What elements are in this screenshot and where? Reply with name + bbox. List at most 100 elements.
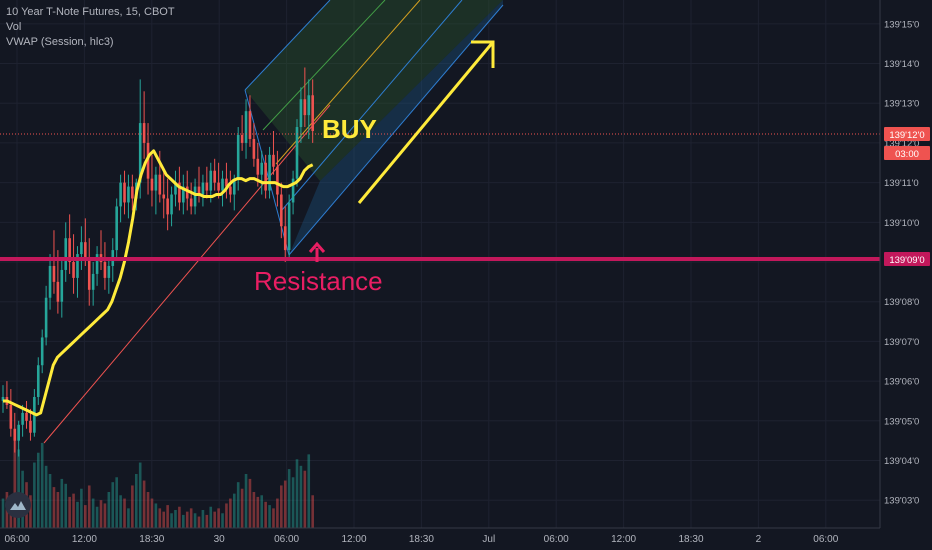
time-tick-label: 06:00 [4, 534, 29, 545]
volume-bar [80, 488, 83, 528]
volume-bar [60, 478, 64, 528]
volume-bar [146, 492, 150, 528]
candle-body [217, 182, 220, 191]
candle-body [138, 123, 142, 183]
candle-body [193, 186, 197, 207]
volume-bar [76, 501, 79, 528]
countdown-tag [884, 146, 930, 160]
volume-bar [17, 449, 20, 528]
time-tick-labels: 06:00 12:00 18:30 30 06:00 12:00 18:30 Jul 06:00… [4, 534, 838, 545]
resistance-price-value: 139'09'0 [889, 255, 924, 266]
buy-label: BUY [322, 114, 377, 144]
symbol-title[interactable]: 10 Year T-Note Futures, 15, CBOT [6, 6, 175, 18]
volume-bar [44, 465, 48, 528]
price-tick-label: 139'15'0 [884, 19, 919, 30]
candle-body [236, 134, 240, 179]
candle-body [17, 424, 20, 441]
time-tick-label: 30 [214, 534, 226, 545]
volume-bar [111, 482, 115, 528]
vwap-indicator-label[interactable]: VWAP (Session, hlc3) [6, 36, 114, 48]
volume-bar [248, 478, 252, 528]
volume-bar [166, 505, 169, 528]
time-tick-label: 12:00 [341, 534, 366, 545]
candle-body [252, 138, 256, 159]
volume-bar [295, 459, 299, 528]
volume-bar [268, 505, 271, 528]
volume-bar [178, 506, 181, 528]
candle-body [64, 238, 68, 270]
volume-bar [197, 516, 201, 528]
volume-bar [280, 485, 283, 528]
candle-body [52, 265, 56, 282]
candle-body [240, 134, 244, 143]
time-tick-label: 06:00 [813, 534, 838, 545]
channel-lower-line [288, 4, 504, 256]
volume-bar [91, 498, 95, 528]
volume-bar [252, 492, 256, 528]
tradingview-logo-icon[interactable] [5, 492, 31, 518]
volume-bar [95, 506, 99, 528]
current-price-value: 139'12'0 [889, 130, 924, 141]
candle-body [197, 186, 201, 195]
price-tick-label: 139'14'0 [884, 59, 919, 70]
time-tick-label: Jul [482, 534, 495, 545]
candle-body [221, 178, 224, 191]
candle-body [107, 265, 111, 278]
time-tick-label: 18:30 [139, 534, 164, 545]
resistance-label: Resistance [254, 266, 383, 296]
time-tick-label: 18:30 [678, 534, 703, 545]
volume-bar [311, 495, 314, 528]
channel-middle-line-2 [275, 0, 421, 165]
candle-body [178, 182, 181, 203]
candle-body [127, 186, 130, 203]
volume-bar [174, 510, 177, 528]
candle-body [280, 194, 283, 227]
volume-bar [99, 500, 103, 528]
candle-body [21, 412, 24, 425]
volume-bar [213, 511, 216, 528]
channel-middle-line-1 [262, 0, 386, 131]
candle-body [311, 95, 314, 132]
price-tick-labels: 139'15'0 139'14'0 139'13'0 139'12'0 139'11'0… [884, 19, 919, 506]
volume-bar [87, 485, 91, 528]
volume-bar [229, 498, 232, 528]
price-tick-label: 139'06'0 [884, 377, 919, 388]
volume-bar [232, 493, 236, 528]
volume-bar [240, 488, 244, 528]
volume-bar [134, 474, 138, 528]
candle-body [272, 154, 275, 167]
volume-bar [68, 496, 71, 528]
grid-lines [0, 0, 880, 528]
candle-body [84, 242, 87, 259]
candle-body [189, 198, 193, 207]
volume-bar [303, 470, 307, 528]
candles [1, 67, 314, 457]
volume-bar [221, 513, 224, 528]
candle-body [295, 127, 299, 179]
volume-bar [256, 496, 260, 528]
resistance-price-tag [884, 252, 930, 266]
price-tick-label: 139'05'0 [884, 416, 919, 427]
volume-bar [13, 438, 17, 528]
buy-arrow-head [471, 40, 495, 68]
time-tick-label: 12:00 [611, 534, 636, 545]
volume-bar [236, 482, 240, 528]
regression-channel[interactable] [43, 0, 504, 444]
price-tick-label: 139'07'0 [884, 337, 919, 348]
candle-body [264, 162, 267, 191]
price-tick-label: 139'03'0 [884, 496, 919, 507]
price-axis-background [880, 0, 932, 550]
candle-body [1, 396, 5, 401]
time-tick-label: 2 [756, 534, 762, 545]
volume-bar [283, 480, 287, 528]
candle-body [174, 182, 177, 195]
candle-body [103, 262, 107, 278]
volume-indicator-label[interactable]: Vol [6, 21, 22, 33]
candle-body [29, 420, 32, 433]
volume-bar [29, 495, 32, 528]
candle-body [170, 194, 173, 215]
candle-body [303, 99, 307, 116]
candle-body [213, 170, 216, 183]
